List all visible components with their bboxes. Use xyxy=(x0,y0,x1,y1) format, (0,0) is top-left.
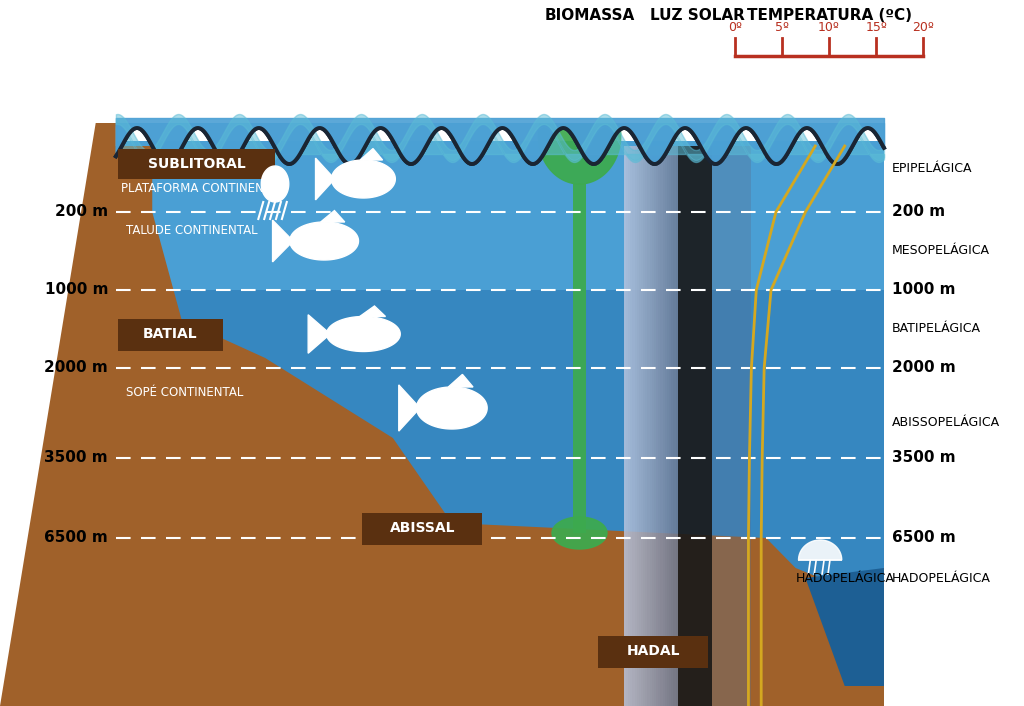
Polygon shape xyxy=(0,0,884,706)
Polygon shape xyxy=(398,385,420,431)
Bar xyxy=(572,184,587,533)
Bar xyxy=(0,0,1006,123)
Bar xyxy=(678,146,712,706)
Polygon shape xyxy=(315,158,335,200)
Bar xyxy=(672,146,674,706)
FancyBboxPatch shape xyxy=(598,636,709,668)
Bar xyxy=(654,146,656,706)
Bar xyxy=(676,146,678,706)
Text: BATIAL: BATIAL xyxy=(142,327,198,341)
Polygon shape xyxy=(272,220,293,262)
Text: 5º: 5º xyxy=(775,21,788,34)
Bar xyxy=(667,146,669,706)
Text: 6500 m: 6500 m xyxy=(892,530,955,546)
Polygon shape xyxy=(360,148,383,160)
Text: 3500 m: 3500 m xyxy=(44,450,109,465)
Text: TEMPERATURA (ºC): TEMPERATURA (ºC) xyxy=(748,8,912,23)
Bar xyxy=(643,146,645,706)
Polygon shape xyxy=(806,568,884,686)
Text: 6500 m: 6500 m xyxy=(44,530,109,546)
Polygon shape xyxy=(290,222,358,260)
Bar xyxy=(645,146,647,706)
Bar xyxy=(652,146,654,706)
Text: 2000 m: 2000 m xyxy=(892,361,955,376)
Bar xyxy=(633,146,635,706)
Text: 10º: 10º xyxy=(818,21,840,34)
Bar xyxy=(116,141,884,706)
Bar xyxy=(624,146,626,706)
Text: HADOPELÁGICA: HADOPELÁGICA xyxy=(892,571,990,585)
Text: HADOPELÁGICA: HADOPELÁGICA xyxy=(796,571,894,585)
Bar xyxy=(658,146,660,706)
Polygon shape xyxy=(321,210,345,222)
Text: SOPÉ CONTINENTAL: SOPÉ CONTINENTAL xyxy=(126,386,243,400)
Text: 2000 m: 2000 m xyxy=(44,361,109,376)
Text: 0º: 0º xyxy=(728,21,741,34)
Text: HADAL: HADAL xyxy=(627,644,680,658)
Bar xyxy=(635,146,637,706)
Polygon shape xyxy=(359,306,385,316)
Polygon shape xyxy=(327,316,400,352)
Polygon shape xyxy=(552,517,607,549)
Bar xyxy=(626,146,628,706)
Text: ABISSOPELÁGICA: ABISSOPELÁGICA xyxy=(892,417,1000,429)
Text: 200 m: 200 m xyxy=(55,205,109,220)
Polygon shape xyxy=(308,315,331,353)
Bar xyxy=(712,146,752,706)
Text: SUBLITORAL: SUBLITORAL xyxy=(147,157,246,171)
Bar xyxy=(639,146,641,706)
Bar xyxy=(647,146,649,706)
Text: EPIPELÁGICA: EPIPELÁGICA xyxy=(892,162,973,176)
Polygon shape xyxy=(417,387,487,429)
Polygon shape xyxy=(539,88,621,184)
Text: 20º: 20º xyxy=(912,21,934,34)
Text: TALUDE CONTINENTAL: TALUDE CONTINENTAL xyxy=(126,225,257,237)
Text: LUZ SOLAR: LUZ SOLAR xyxy=(650,8,744,23)
Bar xyxy=(656,146,658,706)
Bar xyxy=(669,146,672,706)
Polygon shape xyxy=(261,166,289,202)
Bar xyxy=(663,146,665,706)
Bar xyxy=(637,146,639,706)
Bar xyxy=(630,146,633,706)
FancyBboxPatch shape xyxy=(362,513,482,545)
Polygon shape xyxy=(799,540,842,560)
Bar xyxy=(660,146,663,706)
Bar xyxy=(116,290,884,706)
Text: BATIPELÁGICA: BATIPELÁGICA xyxy=(892,323,981,335)
Bar xyxy=(649,146,652,706)
Bar xyxy=(674,146,676,706)
Bar xyxy=(641,146,643,706)
FancyBboxPatch shape xyxy=(118,319,223,351)
Bar xyxy=(665,146,667,706)
Text: 1000 m: 1000 m xyxy=(44,282,109,297)
Text: MESOPELÁGICA: MESOPELÁGICA xyxy=(892,244,990,258)
Text: ABISSAL: ABISSAL xyxy=(389,521,455,535)
Text: 1000 m: 1000 m xyxy=(892,282,955,297)
Text: PLATAFORMA CONTINENTAL: PLATAFORMA CONTINENTAL xyxy=(121,182,285,195)
Polygon shape xyxy=(449,374,473,387)
Polygon shape xyxy=(332,160,395,198)
Bar xyxy=(628,146,630,706)
Text: 15º: 15º xyxy=(865,21,887,34)
Text: BIOMASSA: BIOMASSA xyxy=(544,8,635,23)
FancyBboxPatch shape xyxy=(118,149,275,179)
Text: 3500 m: 3500 m xyxy=(892,450,955,465)
Text: 200 m: 200 m xyxy=(892,205,945,220)
